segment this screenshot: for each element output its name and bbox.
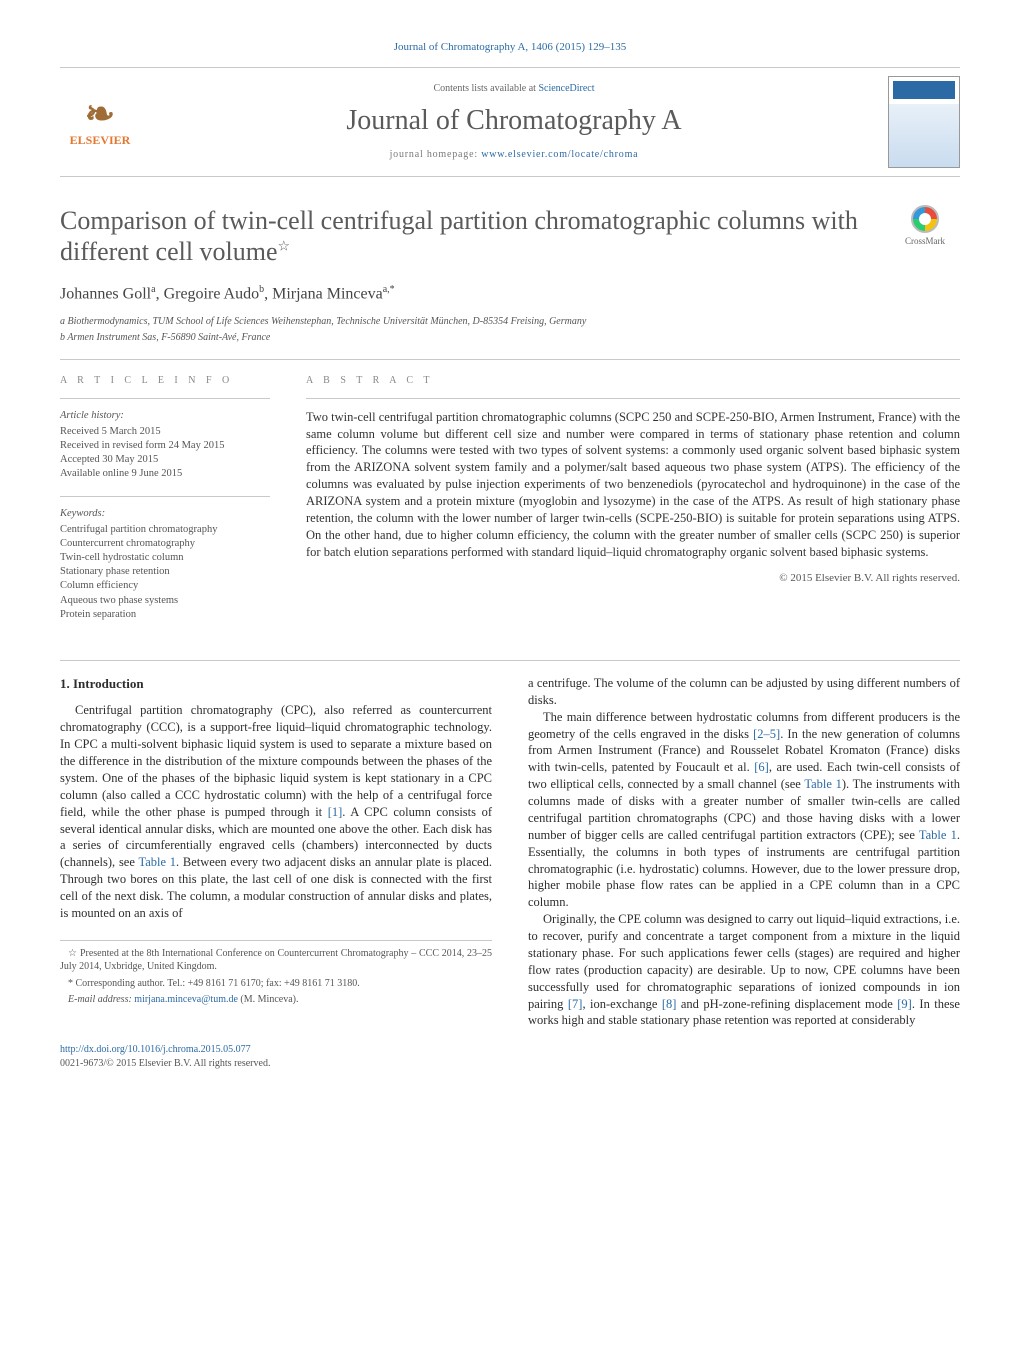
divider-body [60,660,960,661]
p3-b: , ion-exchange [582,997,661,1011]
journal-header: ❧ ELSEVIER Contents lists available at S… [60,67,960,177]
keyword-7: Protein separation [60,608,270,622]
keywords-label: Keywords: [60,507,270,521]
footnote-corresponding: * Corresponding author. Tel.: +49 8161 7… [60,977,492,991]
author-1: Johannes Goll [60,286,151,303]
ref-9[interactable]: [9] [897,997,912,1011]
keywords-block: Keywords: Centrifugal partition chromato… [60,507,270,622]
homepage-link[interactable]: www.elsevier.com/locate/chroma [481,149,638,160]
author-2-sup: b [259,284,264,295]
article-info-head: A R T I C L E I N F O [60,374,270,388]
article-history: Article history: Received 5 March 2015 R… [60,409,270,482]
top-citation[interactable]: Journal of Chromatography A, 1406 (2015)… [60,40,960,55]
contents-prefix: Contents lists available at [433,83,538,94]
abstract-head: A B S T R A C T [306,374,960,388]
history-accepted: Accepted 30 May 2015 [60,453,270,467]
corresponding-email-link[interactable]: mirjana.minceva@tum.de [134,994,238,1005]
body-col-left: 1. Introduction Centrifugal partition ch… [60,675,492,1029]
ref-2-5[interactable]: [2–5] [753,727,780,741]
ref-8[interactable]: [8] [662,997,677,1011]
issn-copyright: 0021-9673/© 2015 Elsevier B.V. All right… [60,1057,960,1071]
abstract-copyright: © 2015 Elsevier B.V. All rights reserved… [306,571,960,586]
keyword-3: Twin-cell hydrostatic column [60,551,270,565]
ref-1[interactable]: [1] [328,805,343,819]
info-divider [60,398,270,399]
divider-top [60,359,960,360]
keyword-1: Centrifugal partition chromatography [60,523,270,537]
journal-homepage: journal homepage: www.elsevier.com/locat… [158,148,870,162]
intro-para-1: Centrifugal partition chromatography (CP… [60,702,492,921]
table-1-link-a[interactable]: Table 1 [138,855,176,869]
author-3-sup: a,* [383,284,395,295]
ref-6[interactable]: [6] [754,760,769,774]
elsevier-logo[interactable]: ❧ ELSEVIER [60,82,140,162]
keyword-5: Column efficiency [60,579,270,593]
crossmark-badge[interactable]: CrossMark [890,205,960,247]
authors-line: Johannes Golla, Gregoire Audob, Mirjana … [60,283,960,305]
email-suffix: (M. Minceva). [238,994,299,1005]
author-2: Gregoire Audo [164,286,260,303]
footnotes: ☆ Presented at the 8th International Con… [60,940,492,1007]
col2-para-3: Originally, the CPE column was designed … [528,911,960,1029]
history-online: Available online 9 June 2015 [60,467,270,481]
p1-text-a: Centrifugal partition chromatography (CP… [60,703,492,818]
col2-para-1: a centrifuge. The volume of the column c… [528,675,960,709]
affiliation-b: b Armen Instrument Sas, F-56890 Saint-Av… [60,331,960,345]
title-footnote-star: ☆ [278,239,291,254]
doi-link[interactable]: http://dx.doi.org/10.1016/j.chroma.2015.… [60,1043,960,1057]
elsevier-tree-icon: ❧ [85,96,115,132]
footnote-email: E-mail address: mirjana.minceva@tum.de (… [60,993,492,1007]
keyword-6: Aqueous two phase systems [60,594,270,608]
body-columns: 1. Introduction Centrifugal partition ch… [60,675,960,1029]
keyword-2: Countercurrent chromatography [60,537,270,551]
table-1-link-b[interactable]: Table 1 [804,777,842,791]
header-center: Contents lists available at ScienceDirec… [158,82,870,161]
contents-list-line: Contents lists available at ScienceDirec… [158,82,870,96]
abstract-text: Two twin-cell centrifugal partition chro… [306,409,960,561]
ref-7[interactable]: [7] [568,997,583,1011]
homepage-prefix: journal homepage: [390,149,482,160]
history-revised: Received in revised form 24 May 2015 [60,439,270,453]
article-title-text: Comparison of twin-cell centrifugal part… [60,206,858,266]
crossmark-icon [911,205,939,233]
email-label: E-mail address: [68,994,134,1005]
sciencedirect-link[interactable]: ScienceDirect [538,83,594,94]
journal-cover-thumbnail[interactable] [888,76,960,168]
article-title: Comparison of twin-cell centrifugal part… [60,205,870,267]
footnote-star: ☆ Presented at the 8th International Con… [60,947,492,974]
keywords-divider [60,496,270,497]
body-col-right: a centrifuge. The volume of the column c… [528,675,960,1029]
section-1-head: 1. Introduction [60,675,492,693]
author-3: Mirjana Minceva [272,286,383,303]
cover-bar [893,81,955,99]
abstract-divider [306,398,960,399]
publisher-label: ELSEVIER [70,132,131,148]
history-label: Article history: [60,409,270,423]
crossmark-label: CrossMark [905,235,945,247]
keyword-4: Stationary phase retention [60,565,270,579]
author-1-sup: a [151,284,155,295]
affiliation-a: a Biothermodynamics, TUM School of Life … [60,315,960,329]
history-received: Received 5 March 2015 [60,425,270,439]
p3-c: and pH-zone-refining displacement mode [676,997,897,1011]
abstract-column: A B S T R A C T Two twin-cell centrifuga… [306,374,960,636]
article-info-column: A R T I C L E I N F O Article history: R… [60,374,270,636]
col2-para-2: The main difference between hydrostatic … [528,709,960,912]
table-1-link-c[interactable]: Table 1 [919,828,957,842]
journal-name: Journal of Chromatography A [158,102,870,140]
